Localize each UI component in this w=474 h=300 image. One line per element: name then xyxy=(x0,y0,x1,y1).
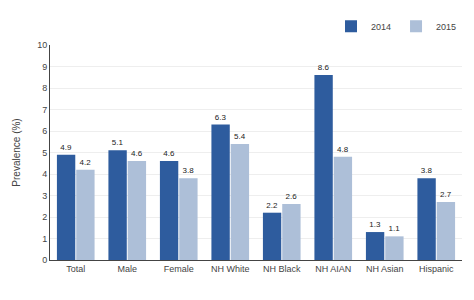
svg-text:NH Black: NH Black xyxy=(263,264,301,274)
svg-text:0: 0 xyxy=(42,255,47,265)
svg-text:4.8: 4.8 xyxy=(337,145,349,154)
svg-text:Hispanic: Hispanic xyxy=(419,264,454,274)
svg-text:Female: Female xyxy=(164,264,194,274)
svg-text:2.7: 2.7 xyxy=(440,190,452,199)
svg-text:4.9: 4.9 xyxy=(60,143,72,152)
svg-text:9: 9 xyxy=(42,62,47,72)
svg-text:2.2: 2.2 xyxy=(266,201,278,210)
svg-text:2.6: 2.6 xyxy=(286,192,298,201)
svg-text:10: 10 xyxy=(37,40,47,50)
svg-text:2: 2 xyxy=(42,212,47,222)
svg-text:6: 6 xyxy=(42,126,47,136)
svg-text:Prevalence (%): Prevalence (%) xyxy=(11,118,22,186)
svg-text:1.1: 1.1 xyxy=(389,224,401,233)
svg-text:5.1: 5.1 xyxy=(112,138,124,147)
svg-text:3: 3 xyxy=(42,191,47,201)
svg-text:NH AIAN: NH AIAN xyxy=(315,264,351,274)
svg-text:4.6: 4.6 xyxy=(163,149,175,158)
svg-text:3.8: 3.8 xyxy=(183,166,195,175)
svg-text:3.8: 3.8 xyxy=(421,166,433,175)
svg-text:1.3: 1.3 xyxy=(369,220,381,229)
svg-text:8.6: 8.6 xyxy=(318,63,330,72)
svg-text:1: 1 xyxy=(42,234,47,244)
svg-text:5.4: 5.4 xyxy=(234,132,246,141)
svg-text:6.3: 6.3 xyxy=(215,113,227,122)
svg-text:Male: Male xyxy=(117,264,137,274)
svg-text:4.2: 4.2 xyxy=(80,158,92,167)
svg-text:NH Asian: NH Asian xyxy=(366,264,404,274)
svg-text:7: 7 xyxy=(42,105,47,115)
svg-text:NH White: NH White xyxy=(211,264,250,274)
svg-text:Total: Total xyxy=(66,264,85,274)
svg-text:4: 4 xyxy=(42,169,47,179)
svg-text:8: 8 xyxy=(42,83,47,93)
svg-text:4.6: 4.6 xyxy=(131,149,143,158)
svg-text:5: 5 xyxy=(42,148,47,158)
svg-text:2014: 2014 xyxy=(371,22,391,32)
svg-text:2015: 2015 xyxy=(436,22,456,32)
